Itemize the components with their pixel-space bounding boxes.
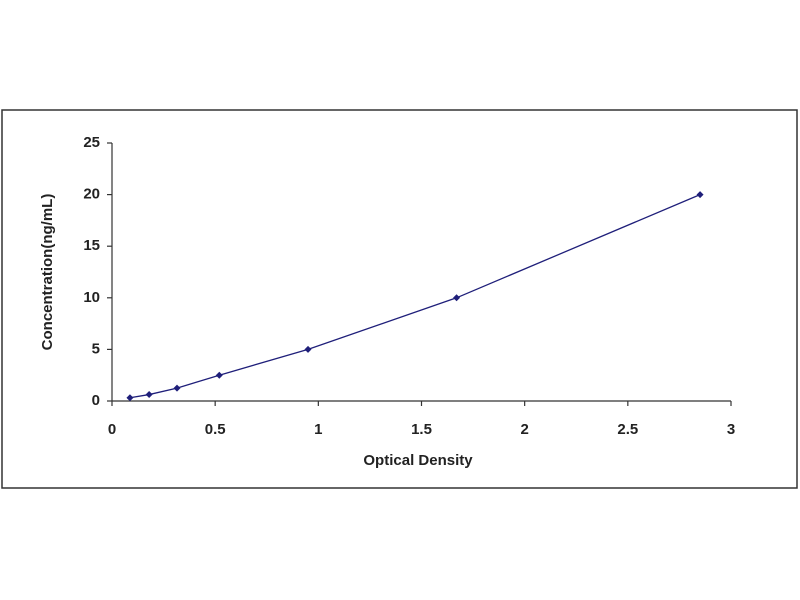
x-tick-label: 1.5: [411, 421, 432, 438]
chart-frame: [1, 109, 798, 489]
x-tick-label: 0.5: [205, 421, 226, 438]
y-tick-label: 25: [83, 134, 100, 151]
data-point: [453, 294, 461, 302]
x-tick-label: 3: [727, 421, 735, 438]
x-tick-label: 1: [314, 421, 322, 438]
data-point: [215, 371, 223, 379]
data-point: [304, 345, 312, 353]
data-point: [126, 394, 134, 402]
data-point: [696, 191, 704, 199]
x-axis-label: Optical Density: [363, 452, 473, 469]
y-axis-label: Concentration(ng/mL): [39, 194, 56, 351]
y-tick-label: 20: [83, 186, 100, 203]
x-tick-label: 0: [108, 421, 116, 438]
x-tick-label: 2: [520, 421, 528, 438]
y-tick-label: 0: [92, 392, 100, 409]
y-tick-label: 5: [92, 340, 100, 357]
y-tick-label: 15: [83, 237, 100, 254]
data-point: [173, 384, 181, 392]
data-point: [145, 391, 153, 399]
x-tick-label: 2.5: [617, 421, 638, 438]
y-tick-label: 10: [83, 289, 100, 306]
